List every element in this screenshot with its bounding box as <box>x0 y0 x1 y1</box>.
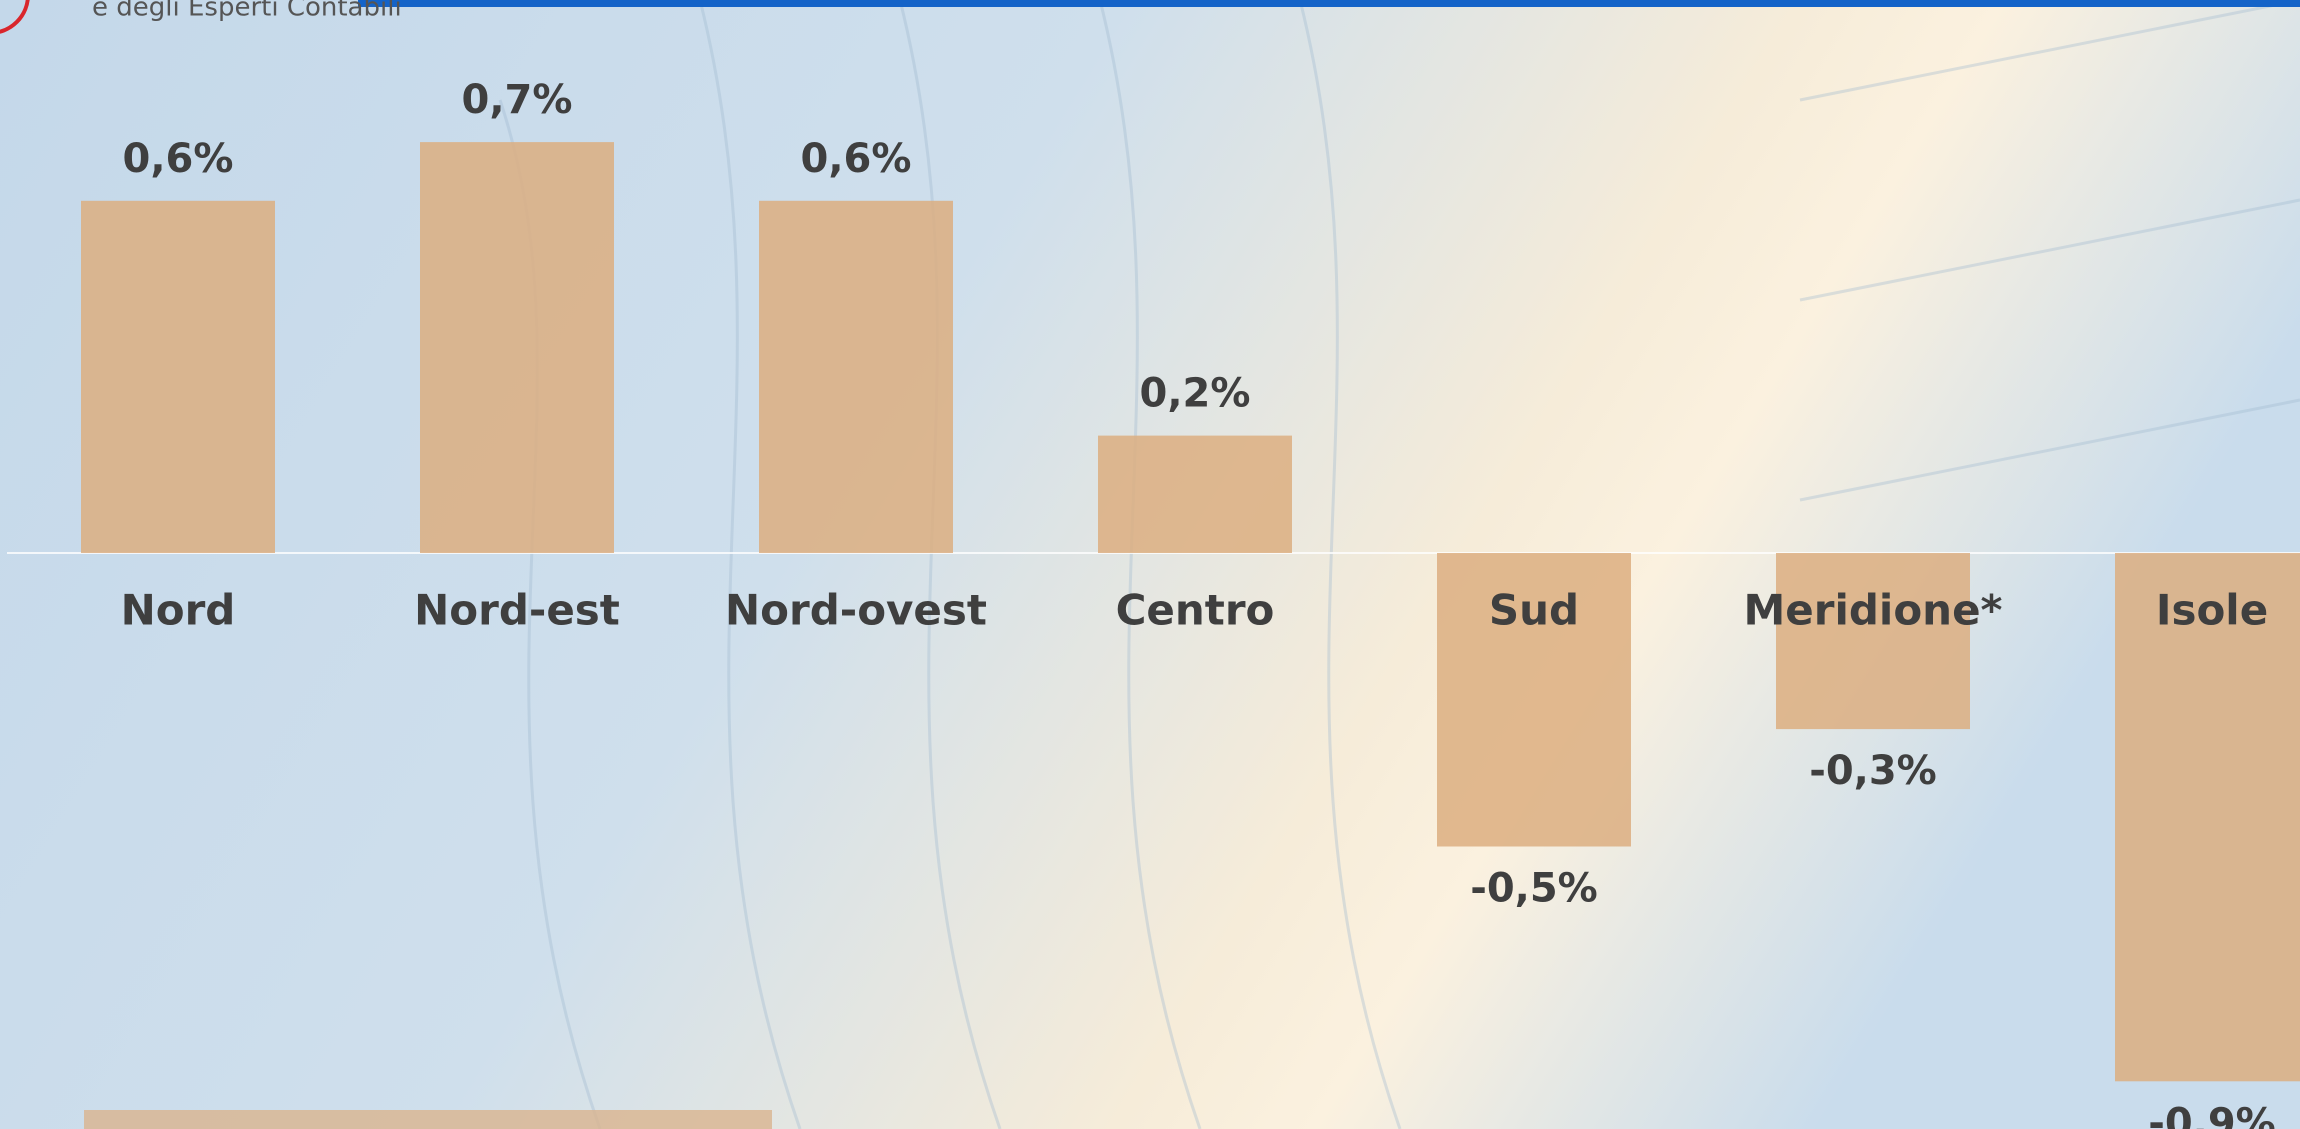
bar <box>420 142 614 553</box>
value-label: -0,5% <box>1470 866 1598 912</box>
footnote-box <box>84 1110 772 1129</box>
category-label: Nord <box>121 586 236 635</box>
category-label: Nord-ovest <box>725 586 987 635</box>
category-label: Sud <box>1489 586 1579 635</box>
value-label: -0,9% <box>2148 1100 2276 1129</box>
value-label: -0,3% <box>1809 748 1937 794</box>
top-bar <box>358 0 2300 7</box>
value-label: 0,2% <box>1140 371 1251 417</box>
bar <box>759 201 953 553</box>
bar <box>81 201 275 553</box>
value-label: 0,6% <box>123 136 234 182</box>
value-label: 0,6% <box>801 136 912 182</box>
logo-text: e degli Esperti Contabili <box>92 0 402 23</box>
value-label: 0,7% <box>462 77 573 123</box>
slide: e degli Esperti Contabili Nord 0,6% Nord-e… <box>0 0 2300 1129</box>
category-label: Nord-est <box>414 586 620 635</box>
bar <box>1098 436 1292 553</box>
bar <box>1776 553 1970 729</box>
category-label: Meridione* <box>1743 586 2002 635</box>
category-label: Isole <box>2156 586 2268 635</box>
category-label: Centro <box>1116 586 1275 635</box>
